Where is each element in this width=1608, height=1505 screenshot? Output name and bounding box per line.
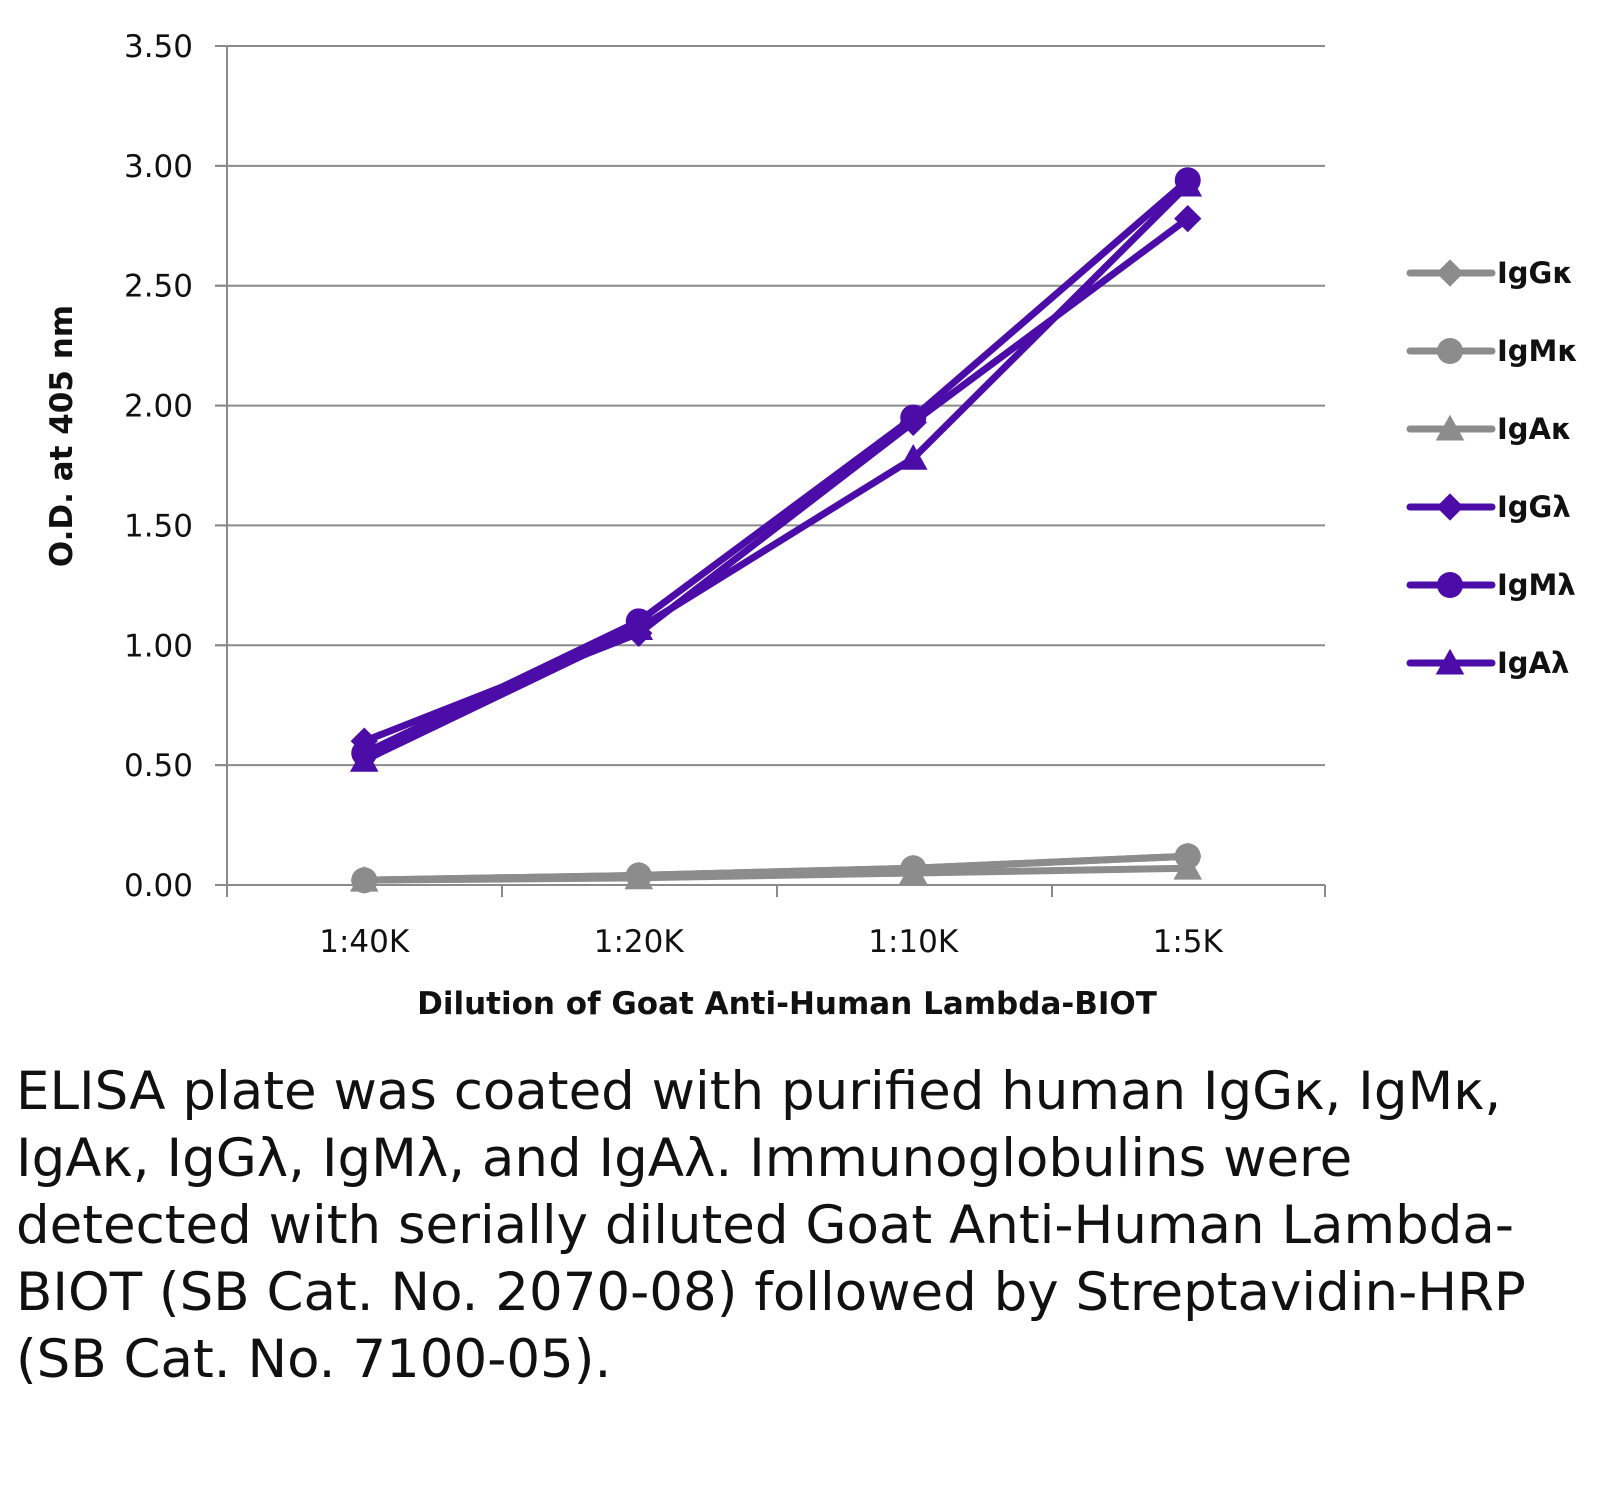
data-point-circle bbox=[900, 404, 927, 431]
series-5 bbox=[349, 170, 1203, 772]
legend-marker-diamond bbox=[1436, 493, 1464, 521]
series-line bbox=[360, 864, 1192, 884]
legend-label: IgMκ bbox=[1497, 334, 1578, 368]
x-axis-ticks: 1:40K 1:20K 1:10K 1:5K bbox=[226, 885, 1326, 960]
y-axis-ticks: 0.00 0.50 1.00 1.50 2.00 2.50 3.00 3.50 bbox=[124, 29, 227, 904]
x-tick-label: 1:20K bbox=[594, 924, 685, 960]
data-point-triangle bbox=[349, 865, 379, 892]
x-axis-title: Dilution of Goat Anti-Human Lambda-BIOT bbox=[417, 986, 1157, 1022]
data-point-triangle bbox=[898, 444, 928, 470]
legend-label: IgGκ bbox=[1497, 256, 1573, 290]
legend-item: IgMκ bbox=[1406, 334, 1578, 368]
y-tick-label: 1.50 bbox=[124, 508, 193, 544]
legend-label: IgMλ bbox=[1497, 568, 1576, 602]
x-tick-label: 1:5K bbox=[1153, 924, 1224, 960]
gridlines bbox=[215, 45, 1325, 767]
legend-marker-diamond bbox=[1436, 259, 1464, 287]
y-tick-label: 0.00 bbox=[124, 868, 193, 904]
data-point-triangle bbox=[898, 858, 928, 885]
series-line bbox=[360, 181, 1192, 764]
y-tick-label: 1.00 bbox=[124, 628, 193, 664]
legend-marker-circle bbox=[1437, 338, 1463, 364]
legend-label: IgGλ bbox=[1497, 490, 1571, 524]
x-tick-label: 1:40K bbox=[319, 924, 410, 960]
legend-item: IgAλ bbox=[1406, 646, 1569, 680]
legend-item: IgGλ bbox=[1406, 490, 1571, 524]
legend-item: IgMλ bbox=[1406, 568, 1576, 602]
series-3 bbox=[350, 204, 1202, 755]
series-group bbox=[349, 167, 1203, 894]
legend-item: IgGκ bbox=[1406, 256, 1573, 290]
legend-item: IgAκ bbox=[1406, 412, 1572, 446]
x-tick-label: 1:10K bbox=[868, 924, 959, 960]
legend: IgGκ IgMκ IgAκ IgGλ IgMλ IgAλ bbox=[1406, 256, 1578, 680]
series-line bbox=[360, 215, 1192, 745]
axes bbox=[226, 46, 1325, 897]
data-point-triangle bbox=[624, 614, 654, 640]
series-line bbox=[360, 176, 1192, 757]
legend-marker-circle bbox=[1437, 572, 1463, 598]
data-point-triangle bbox=[1173, 170, 1203, 197]
y-tick-label: 0.50 bbox=[124, 748, 193, 784]
series-4 bbox=[351, 167, 1201, 767]
y-axis-title: O.D. at 405 nm bbox=[44, 305, 80, 567]
legend-marker-triangle bbox=[1435, 648, 1465, 675]
data-point-triangle bbox=[349, 746, 379, 772]
legend-label: IgAκ bbox=[1497, 412, 1572, 446]
data-point-triangle bbox=[624, 863, 654, 890]
y-tick-label: 2.00 bbox=[124, 389, 193, 425]
figure-caption: ELISA plate was coated with purified hum… bbox=[16, 1061, 1526, 1390]
series-2 bbox=[349, 853, 1203, 892]
legend-label: IgAλ bbox=[1497, 646, 1569, 680]
y-tick-label: 3.50 bbox=[124, 29, 193, 65]
y-tick-label: 2.50 bbox=[124, 269, 193, 305]
data-point-diamond bbox=[1174, 204, 1202, 233]
elisa-line-chart: 0.000.501.001.502.002.503.003.50 1:40K 1:… bbox=[44, 29, 1578, 1022]
legend-marker-triangle bbox=[1435, 414, 1465, 441]
y-tick-label: 3.00 bbox=[124, 149, 193, 185]
data-point-triangle bbox=[1173, 853, 1203, 880]
